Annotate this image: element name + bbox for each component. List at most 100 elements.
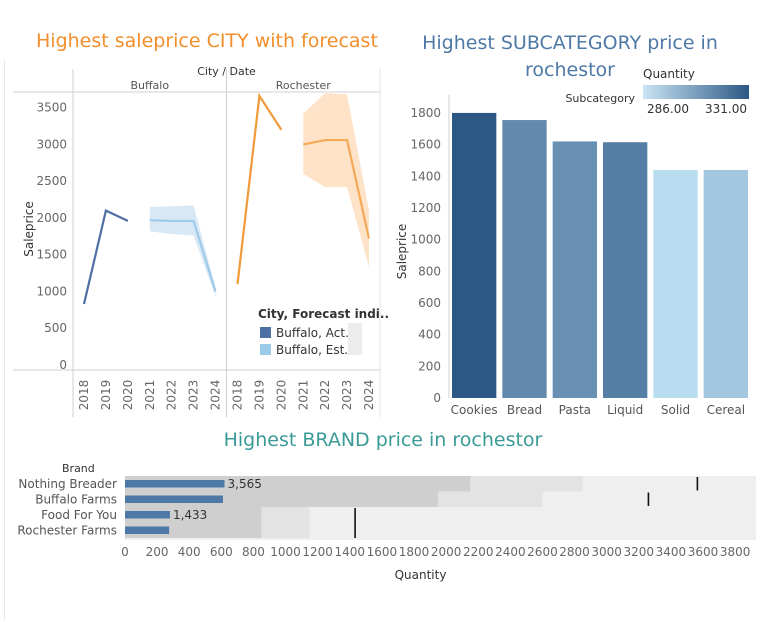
series-line-buffalo-estimate — [149, 219, 217, 292]
y-axis-title: Saleprice — [395, 224, 409, 280]
x-tick-label: 2800 — [559, 545, 590, 559]
x-tick-label: 3600 — [688, 545, 719, 559]
series-line-rochester-estimate — [303, 138, 371, 239]
y-tick-label: 1000 — [410, 233, 441, 247]
series-line-rochester-actual — [236, 92, 283, 285]
y-axis-title: Saleprice — [22, 201, 36, 257]
city-chart-title: Highest saleprice CITY with forecast — [36, 30, 378, 52]
bullet-bar — [125, 526, 170, 534]
bar-liquid — [603, 142, 648, 398]
y-tick-label: 1400 — [410, 169, 441, 183]
x-tick-label: 1200 — [302, 545, 333, 559]
bar-cereal — [703, 169, 748, 398]
x-tick-label: 1600 — [367, 545, 398, 559]
x-tick-label: 2018 — [77, 380, 91, 411]
bullet-band-dark — [125, 476, 471, 492]
y-tick-label: 200 — [418, 359, 441, 373]
y-tick-label: 3500 — [36, 101, 67, 115]
x-tick-label: 2021 — [296, 380, 310, 411]
value-label: 3,565 — [228, 477, 262, 491]
y-tick-label: 1500 — [36, 248, 67, 262]
legend-item-label: Buffalo, Act.. — [276, 326, 353, 340]
bullet-bar — [125, 495, 223, 503]
x-tick-label: 0 — [121, 545, 129, 559]
legend-swatch — [260, 327, 271, 338]
y-tick-label: 1200 — [410, 201, 441, 215]
x-tick-label: 2000 — [431, 545, 462, 559]
color-legend-min: 286.00 — [647, 102, 689, 116]
y-tick-label: 2000 — [36, 211, 67, 225]
column-header: Subcategory — [565, 92, 635, 105]
x-tick-label: 2019 — [252, 380, 266, 411]
y-tick-label: 0 — [59, 358, 67, 372]
x-tick-label: 1000 — [270, 545, 301, 559]
x-tick-label: 800 — [242, 545, 265, 559]
bullet-bar — [125, 480, 225, 488]
x-tick-label: 3800 — [720, 545, 751, 559]
row-label: Nothing Breader — [18, 477, 117, 491]
bar-solid — [653, 169, 698, 398]
x-tick-label: 2019 — [99, 380, 113, 411]
panel-label-rochester: Rochester — [276, 79, 331, 92]
x-tick-label: 1400 — [335, 545, 366, 559]
y-tick-label: 1600 — [410, 138, 441, 152]
x-tick-label: Bread — [507, 403, 542, 417]
x-tick-label: 2400 — [495, 545, 526, 559]
x-tick-label: 2020 — [274, 380, 288, 411]
legend-swatch — [260, 344, 271, 355]
row-label: Food For You — [41, 508, 117, 522]
x-tick-label: 2022 — [318, 380, 332, 411]
x-tick-label: 2024 — [209, 380, 223, 411]
x-tick-label: Pasta — [559, 403, 591, 417]
value-label: 1,433 — [173, 508, 207, 522]
y-tick-label: 2500 — [36, 174, 67, 188]
x-tick-label: 2018 — [231, 380, 245, 411]
y-tick-label: 1800 — [410, 106, 441, 120]
x-axis-title: Quantity — [395, 568, 447, 582]
y-tick-label: 500 — [44, 321, 67, 335]
y-tick-label: 3000 — [36, 137, 67, 151]
y-tick-label: 0 — [433, 391, 441, 405]
x-tick-label: Cereal — [707, 403, 746, 417]
x-tick-label: Solid — [661, 403, 690, 417]
brand-chart-title: Highest BRAND price in rochestor — [223, 429, 543, 451]
x-tick-label: 1800 — [399, 545, 430, 559]
x-tick-label: Cookies — [451, 403, 498, 417]
bar-pasta — [552, 141, 597, 398]
x-tick-label: 2024 — [362, 380, 376, 411]
series-line-buffalo-actual — [82, 209, 129, 305]
y-tick-label: 400 — [418, 328, 441, 342]
subcategory-chart-title: Highest SUBCATEGORY price in rochestor — [422, 32, 718, 81]
row-header: Brand — [62, 462, 95, 475]
forecast-band-buffalo — [149, 205, 216, 297]
subcategory-bar-chart: Quantity 286.00 331.00 Subcategory 0 200 400 60… — [395, 67, 749, 417]
x-tick-label: 200 — [146, 545, 169, 559]
bar-bread — [502, 120, 547, 398]
forecast-band-rochester — [303, 93, 369, 268]
color-legend-ramp — [643, 85, 749, 99]
x-tick-label: Liquid — [607, 403, 643, 417]
y-tick-label: 600 — [418, 296, 441, 310]
brand-bullet-chart: Brand 3,565 Nothing Breader Buffalo Farms 1,… — [17, 462, 756, 582]
legend-item-label: Buffalo, Est.. — [276, 343, 352, 357]
panel-label-buffalo: Buffalo — [130, 79, 169, 92]
legend-scroll-area — [348, 323, 362, 355]
bullet-band-dark — [125, 522, 262, 538]
color-legend-max: 331.00 — [705, 102, 747, 116]
x-tick-label: 2020 — [121, 380, 135, 411]
y-tick-label: 1000 — [36, 284, 67, 298]
legend-title: City, Forecast indi.. — [258, 307, 389, 321]
bullet-band-dark — [125, 491, 439, 507]
x-tick-label: 2022 — [165, 380, 179, 411]
bar-cookies — [452, 112, 497, 398]
x-tick-label: 2600 — [527, 545, 558, 559]
x-tick-label: 3200 — [624, 545, 655, 559]
x-tick-label: 400 — [178, 545, 201, 559]
row-label: Buffalo Farms — [35, 493, 117, 507]
x-tick-label: 2023 — [340, 380, 354, 411]
x-tick-label: 600 — [210, 545, 233, 559]
bullet-band-dark — [125, 507, 262, 523]
y-tick-label: 800 — [418, 264, 441, 278]
x-tick-label: 2023 — [187, 380, 201, 411]
